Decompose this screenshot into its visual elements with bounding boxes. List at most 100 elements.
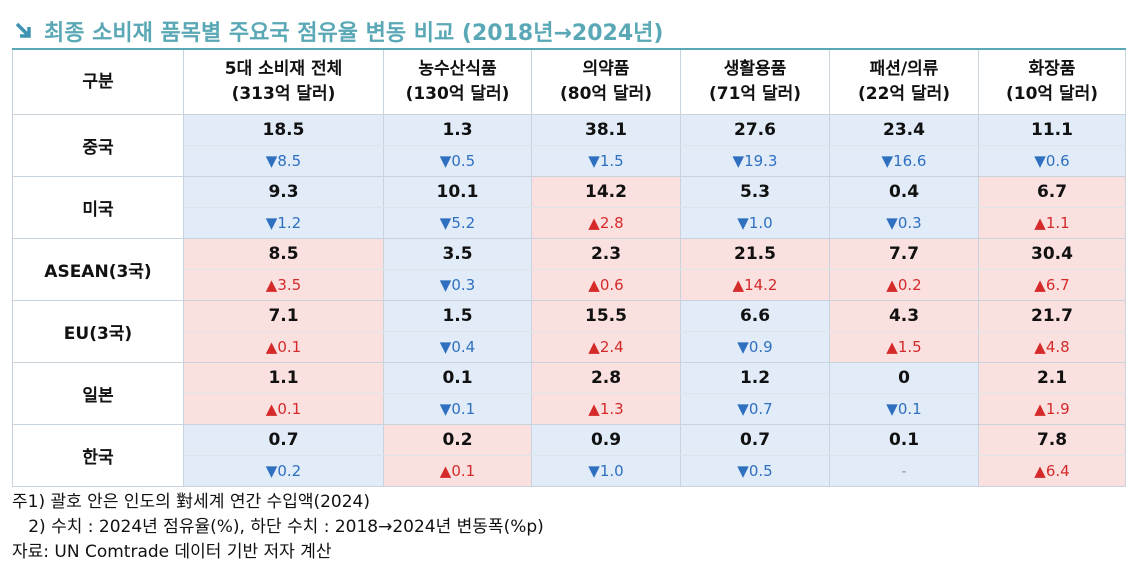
- share-change: ▼0.9: [680, 331, 830, 363]
- share-value: 6.6: [680, 300, 830, 332]
- table-body: 중국 18.5 1.3 38.1 27.6 23.4 11.1 ▼8.5 ▼0.5 ▼1.5 ▼19…: [12, 114, 1126, 487]
- share-change: ▲0.6: [531, 269, 681, 301]
- column-name: 화장품: [1028, 59, 1076, 79]
- column-name: 의약품: [582, 59, 630, 79]
- header-row: 구분 5대 소비재 전체 (313억 달러) 농수산식품 (130억 달러) 의약품 (80…: [12, 48, 1126, 115]
- corner-cell: 구분: [12, 48, 184, 115]
- share-change: ▼0.2: [183, 455, 384, 487]
- row-change: ▼8.5 ▼0.5 ▼1.5 ▼19.3 ▼16.6 ▼0.6: [13, 145, 1126, 177]
- share-change: ▼0.1: [829, 393, 979, 425]
- share-change: ▼1.0: [680, 207, 830, 239]
- column-sub: (313억 달러): [231, 84, 336, 104]
- share-change: ▼19.3: [680, 145, 830, 177]
- share-change: ▼5.2: [383, 207, 532, 239]
- share-change: ▲1.9: [978, 393, 1126, 425]
- row-label: ASEAN(3국): [12, 238, 184, 301]
- share-change: ▼0.7: [680, 393, 830, 425]
- share-value: 15.5: [531, 300, 681, 332]
- share-value: 0.4: [829, 176, 979, 208]
- share-change: ▲0.1: [183, 393, 384, 425]
- column-header: 패션/의류 (22억 달러): [829, 48, 979, 115]
- share-change: ▲14.2: [680, 269, 830, 301]
- share-change: ▼1.0: [531, 455, 681, 487]
- row-label: 미국: [12, 176, 184, 239]
- share-change: ▼0.6: [978, 145, 1126, 177]
- share-change: -: [829, 455, 979, 487]
- row-change: ▼1.2 ▼5.2 ▲2.8 ▼1.0 ▼0.3 ▲1.1: [13, 207, 1126, 239]
- share-value: 2.8: [531, 362, 681, 394]
- share-value: 0.7: [680, 424, 830, 456]
- share-change: ▲6.7: [978, 269, 1126, 301]
- share-value: 23.4: [829, 114, 979, 146]
- share-table: 구분 5대 소비재 전체 (313억 달러) 농수산식품 (130억 달러) 의약품 (80…: [12, 48, 1126, 487]
- note: 주1) 괄호 안은 인도의 對세계 연간 수입액(2024): [12, 492, 370, 512]
- column-name: 생활용품: [723, 59, 787, 79]
- share-change: ▲1.1: [978, 207, 1126, 239]
- column-header: 화장품 (10억 달러): [978, 48, 1126, 115]
- note: 2) 수치 : 2024년 점유율(%), 하단 수치 : 2018→2024년…: [12, 517, 544, 537]
- share-change: ▼0.5: [383, 145, 532, 177]
- share-value: 1.2: [680, 362, 830, 394]
- column-sub: (80억 달러): [559, 84, 653, 104]
- share-change: ▲0.1: [183, 331, 384, 363]
- share-change: ▲0.1: [383, 455, 532, 487]
- share-value: 1.1: [183, 362, 384, 394]
- share-value: 9.3: [183, 176, 384, 208]
- row-value: 미국 9.3 10.1 14.2 5.3 0.4 6.7: [12, 176, 1126, 239]
- share-change: ▼16.6: [829, 145, 979, 177]
- share-value: 0.9: [531, 424, 681, 456]
- share-value: 0.1: [829, 424, 979, 456]
- column-sub: (22억 달러): [857, 84, 951, 104]
- row-label: 중국: [12, 114, 184, 177]
- share-value: 2.3: [531, 238, 681, 270]
- share-change: ▲6.4: [978, 455, 1126, 487]
- share-value: 11.1: [978, 114, 1126, 146]
- column-sub: (10억 달러): [1005, 84, 1099, 104]
- share-value: 7.1: [183, 300, 384, 332]
- share-change: ▼0.3: [383, 269, 532, 301]
- share-change: ▲4.8: [978, 331, 1126, 363]
- share-change: ▲2.4: [531, 331, 681, 363]
- share-value: 7.7: [829, 238, 979, 270]
- share-value: 8.5: [183, 238, 384, 270]
- share-change: ▼0.5: [680, 455, 830, 487]
- row-label: EU(3국): [12, 300, 184, 363]
- column-header: 생활용품 (71억 달러): [680, 48, 830, 115]
- column-sub: (71억 달러): [708, 84, 802, 104]
- column-header: 농수산식품 (130억 달러): [383, 48, 532, 115]
- share-change: ▲1.3: [531, 393, 681, 425]
- row-label: 한국: [12, 424, 184, 487]
- row-value: ASEAN(3국) 8.5 3.5 2.3 21.5 7.7 30.4: [12, 238, 1126, 301]
- column-name: 패션/의류: [869, 59, 939, 79]
- column-name: 농수산식품: [418, 59, 497, 79]
- column-sub: (130억 달러): [405, 84, 510, 104]
- share-value: 30.4: [978, 238, 1126, 270]
- column-name: 5대 소비재 전체: [224, 59, 343, 79]
- share-change: ▼0.1: [383, 393, 532, 425]
- notes: 주1) 괄호 안은 인도의 對세계 연간 수입액(2024) 2) 수치 : 2…: [12, 490, 544, 565]
- share-change: ▲0.2: [829, 269, 979, 301]
- share-value: 21.7: [978, 300, 1126, 332]
- title: 최종 소비재 품목별 주요국 점유율 변동 비교 (2018년→2024년): [14, 14, 663, 48]
- share-change: ▲1.5: [829, 331, 979, 363]
- share-value: 0.7: [183, 424, 384, 456]
- share-change: ▼8.5: [183, 145, 384, 177]
- share-value: 3.5: [383, 238, 532, 270]
- share-value: 6.7: [978, 176, 1126, 208]
- share-value: 1.5: [383, 300, 532, 332]
- row-value: 한국 0.7 0.2 0.9 0.7 0.1 7.8: [12, 424, 1126, 487]
- column-header: 의약품 (80억 달러): [531, 48, 681, 115]
- share-change: ▲3.5: [183, 269, 384, 301]
- share-value: 0.1: [383, 362, 532, 394]
- share-change: ▼0.3: [829, 207, 979, 239]
- share-value: 0: [829, 362, 979, 394]
- row-change: ▲3.5 ▼0.3 ▲0.6 ▲14.2 ▲0.2 ▲6.7: [13, 269, 1126, 301]
- share-change: ▼1.5: [531, 145, 681, 177]
- share-value: 1.3: [383, 114, 532, 146]
- title-text: 최종 소비재 품목별 주요국 점유율 변동 비교 (2018년→2024년): [44, 21, 664, 46]
- row-change: ▲0.1 ▼0.1 ▲1.3 ▼0.7 ▼0.1 ▲1.9: [13, 393, 1126, 425]
- share-change: ▲2.8: [531, 207, 681, 239]
- share-value: 2.1: [978, 362, 1126, 394]
- share-value: 5.3: [680, 176, 830, 208]
